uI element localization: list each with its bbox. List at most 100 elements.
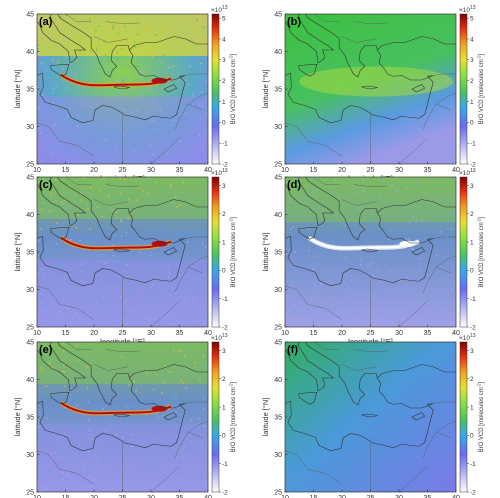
y-axis-label: latitude [°N]	[13, 398, 22, 437]
x-tick-label: 15	[62, 167, 70, 174]
border	[341, 364, 377, 371]
border	[187, 420, 208, 433]
colorbar-tick-label: -2	[222, 324, 228, 331]
y-tick-label: 45	[274, 12, 282, 19]
y-axis-label: latitude [°N]	[261, 398, 270, 437]
colorbar-tick-label: 1	[222, 99, 226, 106]
colorbar-tick-label: 3	[470, 348, 474, 355]
border	[285, 285, 343, 320]
border	[185, 236, 208, 239]
border	[37, 285, 95, 320]
panel-label: (a)	[39, 16, 53, 28]
x-tick-label: 15	[310, 167, 318, 174]
panel-label: (e)	[39, 344, 53, 356]
border	[341, 199, 377, 206]
y-tick-label: 45	[26, 12, 34, 19]
colorbar-tick-label: 2	[470, 376, 474, 383]
colorbar-tick-label: 3	[470, 183, 474, 190]
island	[113, 85, 130, 90]
coastline	[37, 177, 87, 227]
colorbar-exponent: ×1013	[211, 5, 228, 14]
border	[185, 73, 208, 76]
coastline	[57, 14, 130, 78]
colorbar-tick-label: -2	[222, 489, 228, 496]
border	[65, 14, 92, 22]
border	[435, 255, 456, 268]
map-area	[37, 14, 208, 164]
border	[422, 431, 451, 458]
border	[105, 21, 140, 24]
coastline	[128, 364, 208, 409]
colorbar-tick-label: 1	[470, 404, 474, 411]
border	[398, 137, 428, 164]
island	[411, 247, 426, 256]
colorbar-tick-label: 2	[222, 376, 226, 383]
colorbar-tick-label: 0	[470, 120, 474, 127]
plume-east	[151, 77, 168, 84]
colorbar-tick-label: 1	[222, 404, 226, 411]
colorbar-exponent: ×1013	[211, 333, 228, 342]
coastline	[37, 400, 186, 452]
coastline	[285, 14, 335, 64]
y-tick-label: 40	[274, 212, 282, 219]
border	[185, 401, 208, 404]
colorbar-tick-label: 1	[470, 239, 474, 246]
colorbar-exponent: ×1013	[211, 168, 228, 177]
island	[163, 412, 178, 421]
border	[433, 73, 456, 76]
colorbar-label: BrO VCD [molecules cm-2]	[229, 381, 238, 452]
border	[353, 21, 388, 24]
x-tick-label: 40	[204, 167, 212, 174]
border	[174, 431, 203, 458]
border	[37, 122, 95, 157]
x-tick-label: 15	[310, 495, 318, 498]
colorbar-tick-label: -1	[470, 140, 476, 147]
colorbar-tick-label: 0	[470, 268, 474, 275]
colorbar-label: BrO VCD [molecules cm-2]	[477, 216, 486, 287]
colorbar-tick-label: -1	[222, 140, 228, 147]
coastline	[37, 72, 186, 124]
colorbar-tick-label: 2	[222, 78, 226, 85]
x-tick-label: 35	[424, 167, 432, 174]
border	[150, 300, 180, 327]
coastline	[285, 72, 434, 124]
colorbar-label: BrO VCD [molecules cm-2]	[229, 53, 238, 124]
y-tick-label: 40	[274, 377, 282, 384]
island	[411, 84, 426, 93]
y-tick-label: 45	[274, 340, 282, 347]
colorbar-tick-label: 4	[470, 36, 474, 43]
colorbar-exponent: ×1013	[459, 168, 476, 177]
island	[298, 391, 318, 405]
x-tick-label: 40	[204, 330, 212, 337]
colorbar	[459, 13, 468, 165]
border	[313, 177, 340, 185]
colorbar-tick-label: -2	[470, 324, 476, 331]
coastline	[57, 177, 130, 241]
border	[398, 465, 428, 492]
plume-east	[151, 405, 168, 412]
x-tick-label: 15	[310, 330, 318, 337]
colorbar-exponent: ×1013	[459, 5, 476, 14]
border	[341, 36, 377, 43]
x-tick-label: 10	[281, 330, 289, 337]
map-area	[285, 177, 456, 327]
x-tick-label: 20	[338, 330, 346, 337]
y-tick-label: 25	[26, 325, 34, 332]
x-tick-label: 30	[147, 330, 155, 337]
map-area	[37, 342, 208, 492]
coastline	[57, 342, 130, 406]
island	[411, 412, 426, 421]
north-band	[285, 177, 456, 222]
x-axis-label: longitude [°E]	[100, 337, 145, 346]
y-tick-label: 45	[26, 175, 34, 182]
colorbar-tick-label: -1	[222, 296, 228, 303]
border	[174, 266, 203, 293]
x-tick-label: 10	[281, 495, 289, 498]
border	[187, 255, 208, 268]
colorbar-tick-label: -2	[470, 489, 476, 496]
y-axis-label: latitude [°N]	[13, 70, 22, 109]
colorbar-label: BrO VCD [molecules cm-2]	[229, 216, 238, 287]
north-band	[37, 177, 208, 219]
